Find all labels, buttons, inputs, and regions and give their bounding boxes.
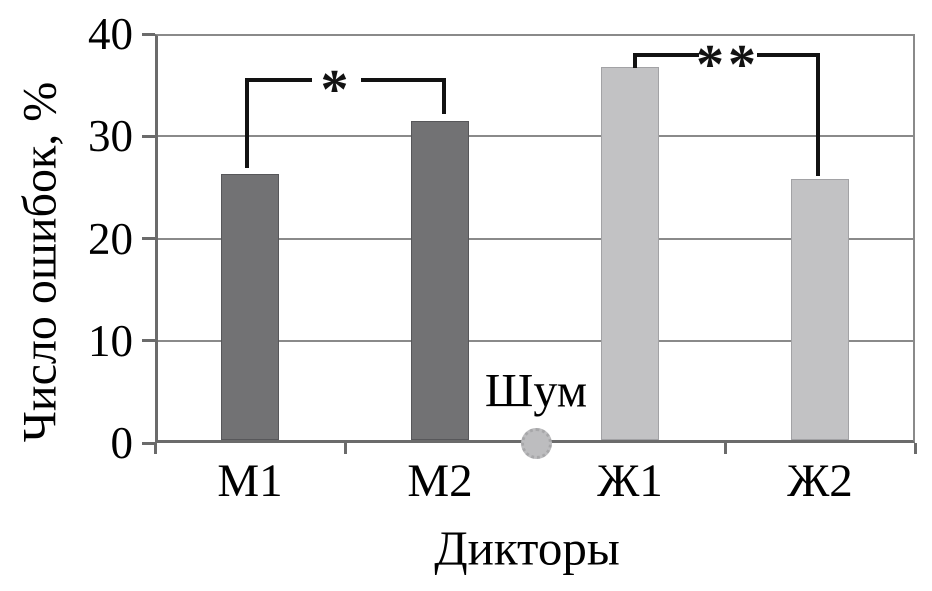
y-tick-label-20: 20 (88, 213, 133, 264)
y-axis-tick-30 (142, 134, 155, 138)
y-axis-tick-40 (142, 32, 155, 36)
x-category-label-zh1: Ж1 (597, 455, 663, 507)
x-axis-tick-4 (913, 443, 917, 454)
bar-zh2 (791, 179, 849, 440)
x-category-label-zh2: Ж2 (787, 455, 853, 507)
y-tick-label-10: 10 (88, 315, 133, 366)
x-category-label-m2: М2 (407, 455, 473, 507)
x-axis-tick-0 (153, 443, 157, 454)
noise-marker-dot (521, 428, 552, 459)
significance-bracket-1-drop-right (816, 53, 820, 176)
significance-bracket-0-segment-right (361, 78, 446, 82)
significance-label-single-asterisk: * (320, 59, 353, 121)
x-category-label-m1: М1 (217, 455, 283, 507)
significance-bracket-0-segment-left (245, 78, 312, 82)
significance-bracket-0-drop-right (442, 78, 446, 114)
significance-bracket-1-drop-left (633, 53, 637, 68)
noise-annotation-label: Шум (484, 364, 588, 418)
x-axis-title: Дикторы (434, 520, 620, 576)
significance-bracket-1-segment-left (633, 53, 699, 57)
bar-zh1 (601, 67, 659, 440)
x-axis-tick-3 (723, 443, 727, 454)
y-axis-tick-0 (142, 441, 155, 445)
y-tick-label-0: 0 (110, 418, 134, 468)
gridline-30 (158, 135, 913, 138)
y-tick-label-40: 40 (88, 9, 133, 59)
gridline-20 (158, 237, 913, 240)
y-axis-tick-20 (142, 237, 155, 240)
y-tick-label-30: 30 (88, 111, 133, 162)
significance-bracket-1-segment-right (757, 53, 820, 57)
bar-m1 (221, 174, 279, 440)
significance-label-double-asterisk: ** (696, 34, 760, 96)
gridline-10 (158, 339, 913, 342)
x-axis-tick-1 (343, 443, 347, 454)
y-axis-tick-10 (142, 339, 155, 343)
significance-bracket-0-drop-left (245, 78, 249, 168)
bar-m2 (411, 121, 469, 440)
